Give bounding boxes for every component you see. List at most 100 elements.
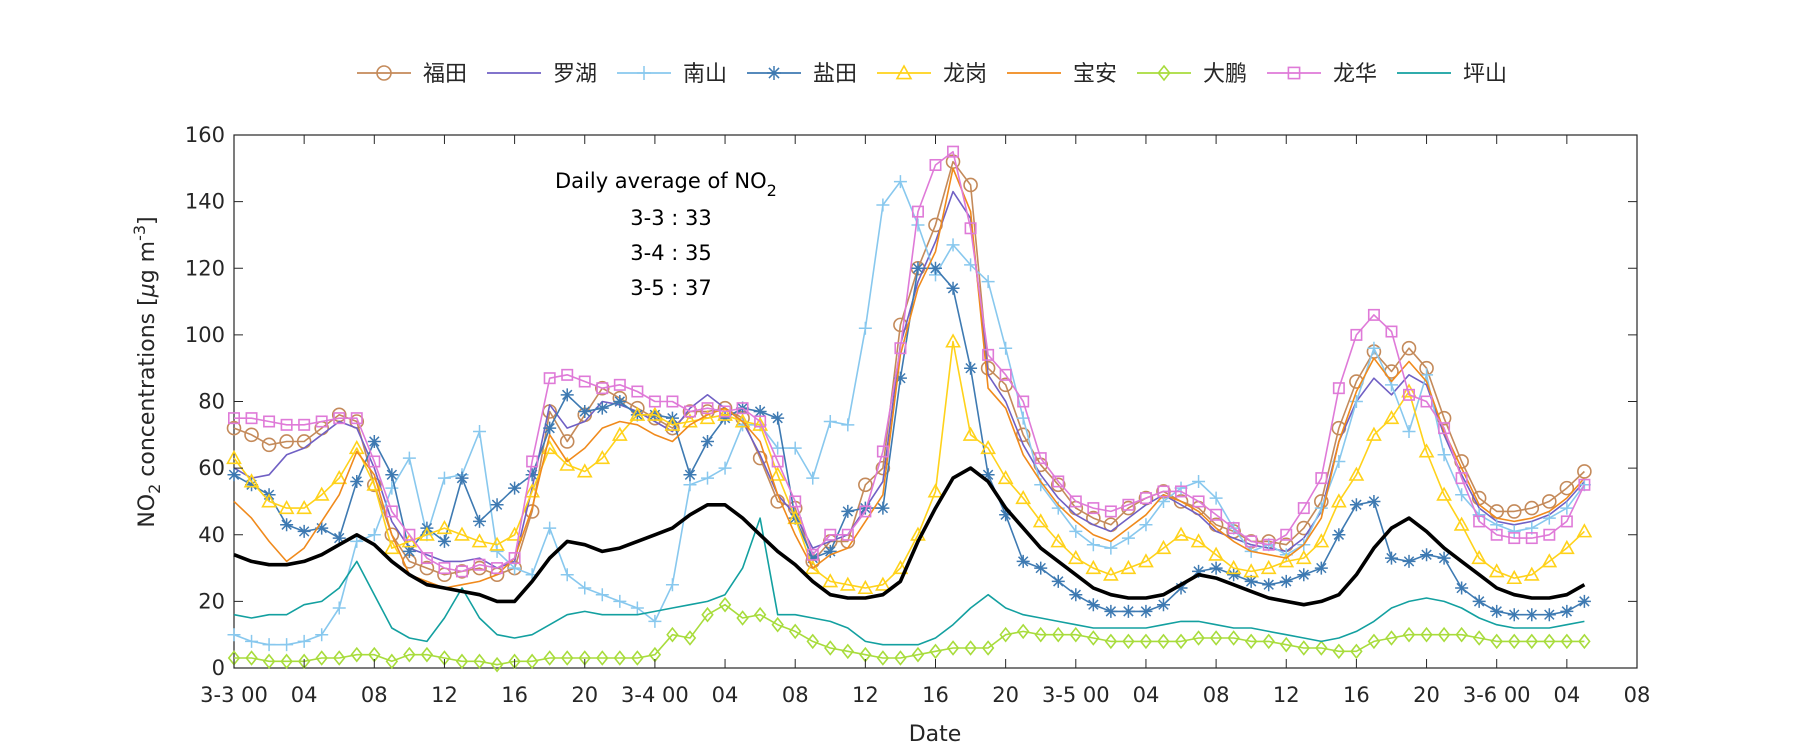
data-point [648,395,661,408]
data-point [525,468,539,482]
data-point [1560,501,1574,515]
data-point [1560,515,1573,528]
data-point [385,468,399,482]
data-point [823,544,837,558]
data-point [226,449,242,465]
data-point [1437,551,1451,565]
data-point [1016,623,1030,640]
data-point [806,551,820,565]
data-point [682,404,698,419]
data-point [1313,533,1330,548]
data-point [1069,524,1083,538]
data-point [718,411,732,425]
data-point [1383,410,1400,425]
data-point [1050,533,1067,548]
series-6 [233,167,1586,589]
data-point [683,468,697,482]
data-point [894,650,907,666]
data-point [876,198,890,212]
y-tick-label: 20 [198,589,225,613]
data-point [280,418,293,431]
y-axis-title-rest: concentrations [ [135,297,160,483]
data-point [1367,308,1380,321]
data-point [771,616,784,633]
legend-marker [767,66,781,80]
data-point [981,275,995,289]
data-point [876,501,890,515]
data-point [560,568,574,582]
x-tick-label: 04 [291,683,318,707]
data-point [1332,643,1346,660]
x-tick-label: 3-4 00 [621,683,689,707]
data-point [402,451,416,465]
data-point [1209,561,1223,575]
legend-marker [376,65,392,81]
data-point [1401,340,1417,356]
series-line-6 [233,167,1586,589]
data-point [893,317,908,333]
series-7 [227,596,1591,673]
data-point [982,348,995,361]
data-point [771,411,785,425]
data-point [245,412,258,425]
data-point [1174,633,1188,650]
data-point [1402,626,1416,643]
data-point [227,628,241,642]
data-point [789,495,802,508]
data-point [280,518,294,532]
data-point [596,650,609,666]
data-point [1015,489,1032,505]
data-point [261,437,277,453]
legend-marker [1287,66,1301,80]
data-point [437,534,451,548]
y-axis-title: NO2 concentrations [μg m-3] [130,216,164,527]
y-axis-title-mu: μ [135,283,160,298]
data-point [279,434,294,449]
data-point [578,404,592,418]
data-point [823,414,837,428]
x-tick-label: 12 [1273,683,1300,707]
data-point [1507,608,1521,622]
data-point [1279,574,1293,588]
data-point [368,455,381,468]
data-point [298,418,311,431]
data-point [1437,448,1451,462]
data-point [1104,604,1118,618]
data-point [752,416,768,431]
data-point [1507,524,1521,538]
data-point [1488,563,1505,578]
data-point [997,469,1014,485]
data-point [1402,554,1416,568]
data-point [1490,604,1504,618]
data-point [1385,630,1398,646]
data-point [806,633,819,650]
x-axis-ticks: 3-3 00 04 08 12 16 20 3-4 00 04 08 12 16 20 3-5 00 04… [200,135,1650,707]
data-point [1139,604,1153,618]
data-point [1542,608,1556,622]
data-point [736,402,749,415]
data-point [734,413,751,428]
data-point [1122,633,1135,650]
x-tick-label: 3-6 00 [1463,683,1531,707]
data-point [1455,626,1468,643]
data-point [350,534,364,548]
annotation-line-2: 3-4 : 35 [630,241,711,265]
data-point [403,646,416,663]
data-point [1420,395,1433,408]
data-point [1244,574,1258,588]
data-point [664,416,681,431]
data-point [1558,539,1575,555]
data-point [613,594,627,608]
data-point [788,623,802,640]
x-tick-label: 08 [361,683,388,707]
legend-marker [895,64,913,80]
chart-legend: 福田 罗湖 南山 盐田 龙岗 宝安 大鹏 龙华 坪山 [357,62,1507,87]
data-point [332,531,346,545]
annotation-line-1: 3-3 : 33 [630,206,711,230]
data-point [771,455,784,468]
data-point [769,466,786,481]
data-point [261,493,277,508]
data-point [1297,640,1311,656]
data-point [1244,633,1258,650]
